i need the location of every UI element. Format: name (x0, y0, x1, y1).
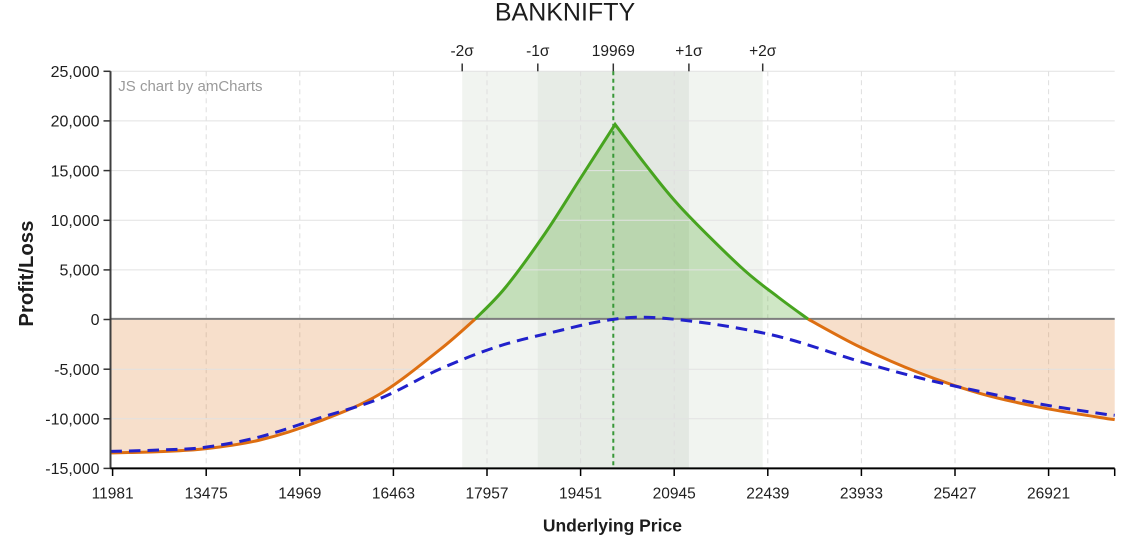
svg-text:19451: 19451 (559, 486, 602, 503)
svg-text:11981: 11981 (92, 486, 134, 503)
svg-text:10,000: 10,000 (51, 213, 100, 230)
svg-text:BANKNIFTY: BANKNIFTY (495, 0, 636, 26)
svg-text:20945: 20945 (653, 486, 696, 503)
svg-text:-10,000: -10,000 (45, 412, 99, 429)
svg-text:5,000: 5,000 (59, 263, 99, 280)
svg-text:16463: 16463 (372, 486, 415, 503)
svg-text:-15,000: -15,000 (45, 461, 99, 478)
svg-text:25427: 25427 (933, 486, 976, 503)
svg-text:0: 0 (91, 312, 100, 329)
svg-text:15,000: 15,000 (51, 163, 100, 180)
svg-text:26921: 26921 (1027, 486, 1070, 503)
svg-text:22439: 22439 (746, 486, 789, 503)
svg-text:+1σ: +1σ (675, 43, 703, 60)
svg-text:13475: 13475 (185, 486, 228, 503)
svg-text:Profit/Loss: Profit/Loss (16, 221, 38, 327)
svg-text:+2σ: +2σ (749, 43, 777, 60)
svg-text:Underlying Price: Underlying Price (543, 516, 682, 536)
svg-text:20,000: 20,000 (51, 114, 100, 131)
svg-text:14969: 14969 (278, 486, 321, 503)
svg-text:25,000: 25,000 (51, 64, 100, 81)
svg-text:-2σ: -2σ (451, 43, 475, 60)
svg-text:-5,000: -5,000 (54, 362, 99, 379)
svg-text:17957: 17957 (465, 486, 508, 503)
svg-text:-1σ: -1σ (526, 43, 550, 60)
svg-text:JS chart by amCharts: JS chart by amCharts (118, 78, 262, 95)
svg-text:19969: 19969 (592, 43, 635, 60)
svg-text:23933: 23933 (840, 486, 883, 503)
